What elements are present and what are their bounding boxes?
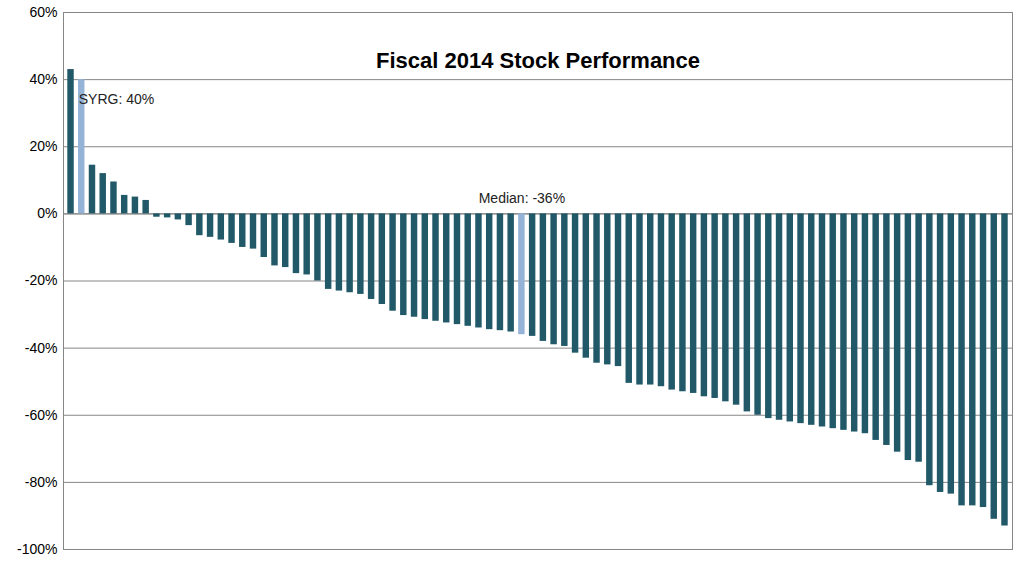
svg-text:-20%: -20% [25,272,58,288]
svg-text:0%: 0% [37,205,57,221]
svg-text:Median: -36%: Median: -36% [479,190,565,206]
svg-text:40%: 40% [29,71,57,87]
svg-text:-60%: -60% [25,407,58,423]
svg-text:Fiscal 2014 Stock Performance: Fiscal 2014 Stock Performance [376,48,700,73]
svg-text:-40%: -40% [25,340,58,356]
svg-text:60%: 60% [29,4,57,20]
svg-text:-80%: -80% [25,474,58,490]
svg-text:SYRG: 40%: SYRG: 40% [79,91,154,107]
svg-text:20%: 20% [29,138,57,154]
svg-text:-100%: -100% [17,541,57,557]
